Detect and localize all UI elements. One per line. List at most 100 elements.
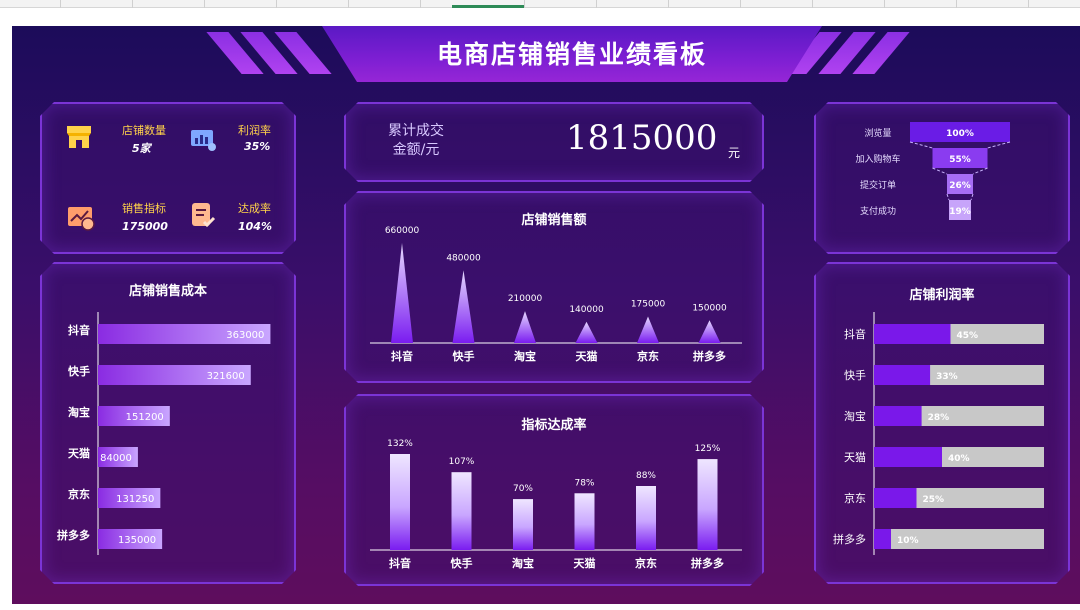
funnel-panel: 100% 浏览量 55% 加入购物车 26% 提交订单 19% 支付成功: [814, 102, 1070, 254]
cost-bar: [98, 529, 162, 549]
profit-chart: 抖音 45% 快手 33% 淘宝 28% 天猫 40% 京东 25% 拼多多 10%: [816, 264, 1072, 586]
funnel-category-label: 提交订单: [860, 179, 896, 191]
funnel-connector: [988, 142, 1011, 148]
funnel-value-label: 19%: [949, 207, 971, 217]
sales-target-value: 175000: [122, 220, 168, 233]
achievement-category-label: 拼多多: [691, 556, 724, 570]
selected-column-indicator: [452, 5, 524, 8]
achievement-category-label: 天猫: [574, 556, 596, 570]
total-unit: 元: [728, 146, 741, 160]
achievement-category-label: 快手: [450, 556, 473, 570]
achievement-category-label: 抖音: [389, 556, 411, 570]
profit-panel: 店铺利润率 抖音 45% 快手 33% 淘宝 28% 天猫 40% 京东 25% 拼多多 10%: [814, 262, 1070, 584]
achievement-bar: [698, 459, 718, 550]
sales-spike: [637, 316, 659, 343]
total-label-line2: 金额/元: [392, 142, 440, 158]
achievement-value-label: 125%: [695, 444, 721, 454]
profit-category-label: 拼多多: [833, 532, 866, 546]
funnel-connector: [973, 168, 988, 174]
funnel-connector: [971, 194, 973, 200]
cost-value-label: 84000: [100, 453, 132, 464]
dashboard-board: 电商店铺销售业绩看板 店铺数量 5家 利润率 35% 销售指标 175000: [12, 26, 1080, 604]
achievement-chart-title: 指标达成率: [521, 418, 587, 433]
funnel-category-label: 加入购物车: [855, 153, 900, 165]
checklist-icon: [188, 200, 218, 230]
cost-category-label: 拼多多: [57, 528, 90, 542]
sales-value-label: 175000: [631, 299, 666, 309]
achievement-value: 104%: [238, 220, 272, 233]
sales-spike: [391, 243, 413, 343]
total-label: 累计成交 金额/元: [376, 122, 456, 160]
profit-category-label: 快手: [844, 368, 866, 382]
store-icon: [64, 122, 94, 152]
profit-value-label: 45%: [957, 331, 979, 341]
profit-value-label: 10%: [897, 536, 919, 546]
cost-bar: [98, 406, 170, 426]
profit-bar: [874, 406, 922, 426]
sales-spike: [699, 320, 721, 343]
total-value: 1815000: [566, 118, 718, 158]
profit-bar: [874, 447, 942, 467]
total-panel: 累计成交 金额/元 1815000 元: [344, 102, 764, 182]
profit-value-label: 40%: [948, 454, 970, 464]
sales-category-label: 拼多多: [693, 349, 726, 363]
sales-chart: 660000 抖音 480000 快手 210000 淘宝 140000 天猫 175000 京东…: [346, 193, 766, 385]
sales-target-icon: [66, 202, 96, 232]
cost-value-label: 151200: [126, 412, 164, 423]
cost-category-label: 抖音: [68, 323, 90, 337]
cost-value-label: 135000: [118, 535, 156, 546]
spreadsheet-header-strip: [0, 0, 1080, 8]
achievement-value-label: 107%: [449, 457, 475, 467]
achievement-bar: [575, 493, 595, 550]
profit-category-label: 京东: [844, 491, 866, 505]
achievement-bar: [513, 499, 533, 550]
funnel-value-label: 100%: [946, 129, 974, 139]
cost-category-label: 天猫: [68, 446, 90, 460]
funnel-category-label: 支付成功: [860, 205, 896, 217]
achievement-category-label: 淘宝: [512, 556, 534, 570]
achievement-category-label: 京东: [635, 556, 657, 570]
cost-value-label: 321600: [207, 371, 245, 382]
achievement-panel: 指标达成率 132% 抖音 107% 快手 70% 淘宝 78% 天猫 88% 京东 125% 拼多多: [344, 394, 764, 586]
achievement-bar: [452, 472, 472, 550]
cost-bar: [98, 365, 251, 385]
cost-category-label: 京东: [68, 487, 90, 501]
achievement-bar: [636, 486, 656, 550]
funnel-bar: [949, 200, 971, 220]
sales-spike: [453, 270, 475, 343]
funnel-bar: [910, 122, 1010, 142]
sales-category-label: 抖音: [391, 349, 413, 363]
achievement-label: 达成率: [238, 202, 271, 215]
sales-value-label: 660000: [385, 226, 420, 236]
sales-panel: 店铺销售额 660000 抖音 480000 快手 210000 淘宝 140000 天猫 17…: [344, 191, 764, 383]
sales-category-label: 快手: [452, 349, 475, 363]
achievement-value-label: 70%: [513, 484, 533, 494]
achievement-bar: [390, 454, 410, 550]
funnel-bar: [933, 148, 988, 168]
funnel-connector: [910, 142, 933, 148]
cost-chart-title: 店铺销售成本: [128, 284, 207, 299]
funnel-connector: [933, 168, 948, 174]
sales-target-label: 销售指标: [122, 202, 166, 215]
cost-category-label: 淘宝: [68, 405, 90, 419]
cost-category-label: 快手: [67, 364, 90, 378]
funnel-bar: [947, 174, 973, 194]
profit-category-label: 淘宝: [844, 409, 866, 423]
profit-value-label: 25%: [923, 495, 945, 505]
cost-value-label: 131250: [116, 494, 154, 505]
funnel-category-label: 浏览量: [864, 127, 891, 139]
profit-rate-value: 35%: [244, 140, 271, 153]
funnel-value-label: 26%: [949, 181, 971, 191]
cost-bar: [98, 324, 270, 344]
cost-bar: [98, 447, 138, 467]
profit-category-label: 抖音: [844, 327, 866, 341]
profit-bar: [874, 324, 951, 344]
achievement-value-label: 132%: [387, 439, 413, 449]
profit-track: [874, 529, 1044, 549]
title-banner: [322, 26, 822, 82]
sales-category-label: 京东: [637, 349, 659, 363]
cost-chart: 抖音 363000 快手 321600 淘宝 151200 天猫 84000 京东 131250 拼…: [42, 264, 298, 586]
sales-value-label: 140000: [569, 305, 604, 315]
profit-chart-icon: [188, 124, 218, 154]
total-label-line1: 累计成交: [388, 123, 444, 139]
